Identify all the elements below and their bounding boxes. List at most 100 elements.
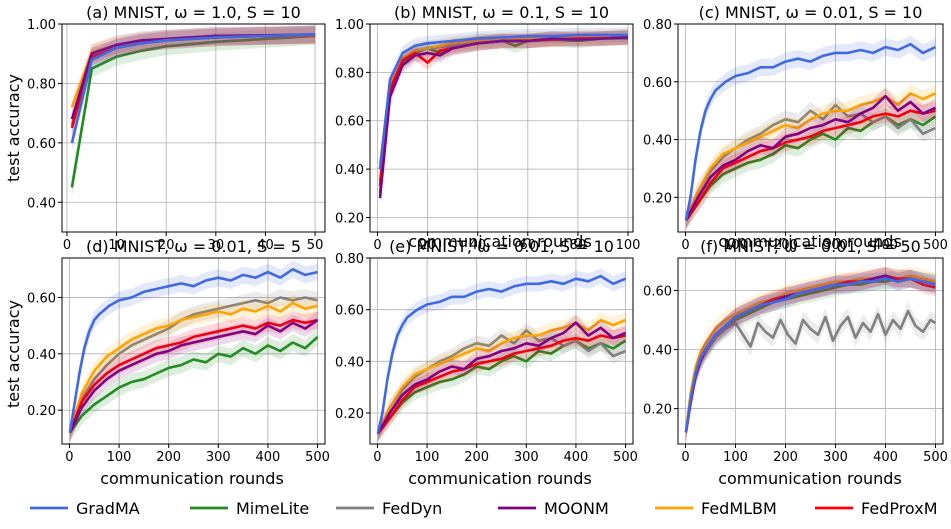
y-tick-label: 0.80 <box>643 18 672 33</box>
x-tick-label: 0 <box>681 450 689 465</box>
x-tick-label: 0 <box>681 238 689 253</box>
band-moonm-d <box>69 311 318 442</box>
y-tick-label: 0.80 <box>335 252 364 267</box>
y-axis-label-row1: test accuracy <box>4 74 23 182</box>
x-tick-label: 300 <box>823 450 848 465</box>
series-line-moonm-b <box>378 36 629 199</box>
y-tick-label: 0.20 <box>335 211 364 226</box>
y-tick-label: 0.20 <box>335 407 364 422</box>
x-tick-label: 100 <box>616 238 641 253</box>
series-line-fedproxm-e <box>376 334 626 435</box>
x-tick-label: 400 <box>873 450 898 465</box>
band-fedmlbm-a <box>71 26 316 117</box>
y-tick-label: 0.40 <box>335 355 364 370</box>
band-gradma-a <box>71 25 316 152</box>
x-tick-label: 50 <box>307 238 324 253</box>
panel-title-f: (f) MNIST, ω = 0.01, S = 50 <box>700 237 921 256</box>
x-tick-label: 100 <box>723 450 748 465</box>
y-tick-label: 0.80 <box>27 77 56 92</box>
panel-f: 0.200.400.600 100 200 300 400 500(f) MNIST, ω… <box>643 237 948 465</box>
band-fedproxm-c <box>686 102 936 230</box>
x-tick-label: 100 <box>107 450 132 465</box>
series-line-mimelite-e <box>376 339 627 435</box>
legend-label: FedDyn <box>382 499 442 518</box>
panel-d: 0.200.400.600 100 200 300 400 500(d) MNIST, ω… <box>27 237 330 465</box>
panel-a: 0.40 0.60 0.80 1.00 0 10 20 30 40 50 (a) MNIST, ω … <box>27 3 326 253</box>
x-tick-label: 80 <box>570 238 587 253</box>
axes-frame <box>369 23 634 233</box>
series-line-gradma-a <box>70 33 316 144</box>
y-tick-label: 1.00 <box>335 18 364 33</box>
y-tick-label: 0.40 <box>643 134 672 149</box>
legend: GradMA MimeLite FedDyn MOONM FedMLBM FedProxM <box>30 499 938 518</box>
x-axis-label-d: communication rounds <box>100 469 284 488</box>
panel-e: 0.200.400.600.800 100 200 300 400 500(e) MNIS… <box>335 237 638 465</box>
legend-item-gradma: GradMA <box>30 499 140 518</box>
series-line-feddyn-e <box>376 328 627 435</box>
y-tick-label: 0.60 <box>335 115 364 130</box>
series-line-feddyn-c <box>684 103 937 221</box>
axes-frame <box>61 23 326 233</box>
series-line-fedmlbm-e <box>376 318 627 435</box>
legend-label: FedMLBM <box>701 499 777 518</box>
x-tick-label: 500 <box>923 450 948 465</box>
x-axis-label-f: communication rounds <box>718 469 902 488</box>
band-fedmlbm-e <box>377 312 626 442</box>
x-tick-label: 400 <box>873 238 898 253</box>
x-tick-label: 20 <box>419 238 436 253</box>
x-tick-label: 300 <box>206 450 231 465</box>
x-axis-label-f-upper: communication rounds <box>718 232 902 251</box>
panel-title-d: (d) MNIST, ω = 0.01, S = 5 <box>86 237 301 256</box>
y-tick-label: 0.20 <box>643 191 672 206</box>
panel-title-b: (b) MNIST, ω = 0.1, S = 10 <box>394 3 609 22</box>
y-tick-label: 0.40 <box>335 163 364 178</box>
series-line-feddyn-d <box>68 296 318 434</box>
axes-frame <box>61 257 326 445</box>
axes-frame <box>369 257 634 445</box>
band-mimelite-a <box>71 27 316 197</box>
y-tick-label: 0.20 <box>643 403 672 418</box>
x-tick-label: 100 <box>415 450 440 465</box>
x-tick-label: 500 <box>613 450 638 465</box>
y-tick-label: 0.60 <box>27 137 56 152</box>
y-tick-label: 0.80 <box>335 66 364 81</box>
y-tick-label: 0.60 <box>27 291 56 306</box>
series-line-gradma-f <box>684 277 936 433</box>
band-fedproxm-e <box>377 327 626 442</box>
x-axis-label-e: communication rounds <box>408 469 592 488</box>
series-line-feddyn-f <box>684 309 937 433</box>
legend-label: MimeLite <box>236 499 309 518</box>
x-tick-label: 30 <box>208 238 225 253</box>
band-fedproxm-a <box>71 26 316 137</box>
band-gradma-f <box>686 269 936 441</box>
series-line-fedmlbm-d <box>68 301 318 434</box>
series-line-moonm-c <box>684 94 937 221</box>
legend-label: FedProxM <box>861 499 938 518</box>
band-feddyn-e <box>377 322 626 442</box>
y-tick-label: 0.60 <box>335 304 364 319</box>
x-tick-label: 10 <box>108 238 125 253</box>
x-tick-label: 500 <box>305 450 330 465</box>
band-feddyn-f <box>686 302 936 441</box>
series-line-gradma-d <box>68 267 318 433</box>
panel-c: 0.20 0.40 0.60 0.80 0 100 200 300 400 500 (c) MNIS… <box>643 3 948 253</box>
legend-item-feddyn: FedDyn <box>336 499 442 518</box>
y-axis-label-row2: test accuracy <box>4 300 23 408</box>
x-tick-label: 200 <box>464 450 489 465</box>
series-line-fedproxm-d <box>68 318 318 434</box>
series-line-moonm-e <box>376 321 627 435</box>
series-line-gradma-c <box>684 42 937 221</box>
y-tick-label: 0.40 <box>27 348 56 363</box>
legend-item-fedproxm: FedProxM <box>815 499 938 518</box>
series-line-gradma-e <box>376 274 627 434</box>
y-tick-label: 1.00 <box>27 18 56 33</box>
x-tick-label: 500 <box>923 238 948 253</box>
x-tick-label: 300 <box>514 450 539 465</box>
y-tick-label: 0.40 <box>643 344 672 359</box>
series-line-fedmlbm-c <box>684 92 937 221</box>
band-fedmlbm-d <box>69 294 318 442</box>
legend-item-mimelite: MimeLite <box>190 499 309 518</box>
x-tick-label: 40 <box>469 238 486 253</box>
panel-title-a: (a) MNIST, ω = 1.0, S = 10 <box>86 3 301 22</box>
